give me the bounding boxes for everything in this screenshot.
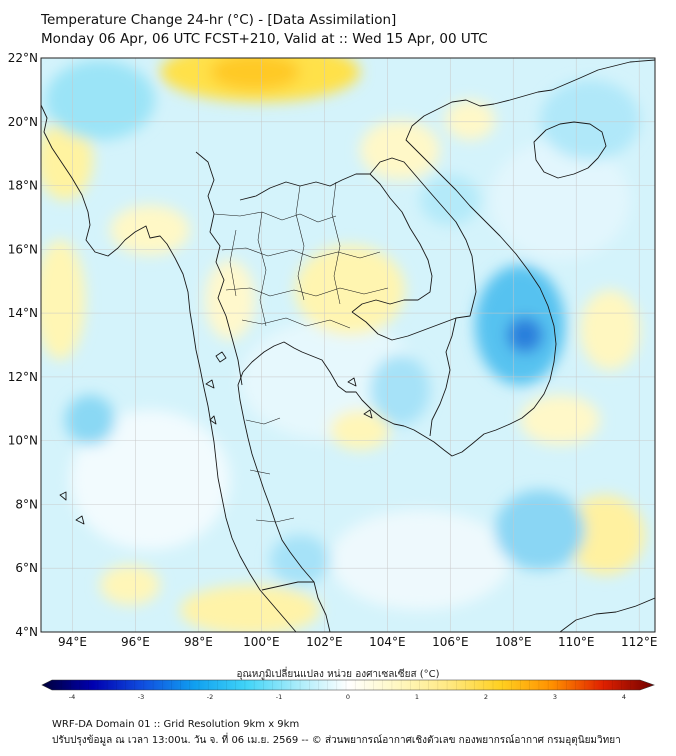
lon-tick-label: 112°E bbox=[621, 635, 658, 649]
cool-region bbox=[270, 535, 330, 585]
coastline-myanmar bbox=[41, 104, 219, 479]
colorbar-ticks: -4 -3 -2 -1 0 1 2 3 4 bbox=[69, 693, 626, 700]
lon-tick-label: 98°E bbox=[184, 635, 213, 649]
coastline-peninsula-west bbox=[217, 477, 297, 632]
lon-tick-label: 94°E bbox=[58, 635, 87, 649]
footer-model-info: WRF-DA Domain 01 :: Grid Resolution 9km … bbox=[52, 719, 300, 730]
latitude-axis: 22°N 20°N 18°N 16°N 14°N 12°N 10°N 8°N 6°N 4°N bbox=[8, 51, 38, 639]
coastline-hainan bbox=[533, 121, 607, 179]
colorbar-tick-label: -3 bbox=[138, 693, 144, 700]
field-blob bbox=[330, 510, 510, 610]
province-borders bbox=[213, 181, 389, 523]
cool-region-west bbox=[65, 395, 115, 445]
footer-credits: ปรับปรุงข้อมูล ณ เวลา 13:00น. วัน จ. ที่… bbox=[52, 735, 621, 746]
lat-tick-label: 18°N bbox=[8, 179, 38, 193]
lon-tick-label: 104°E bbox=[369, 635, 406, 649]
colorbar-tick-label: 4 bbox=[622, 693, 626, 700]
longitude-axis: 94°E 96°E 98°E 100°E 102°E 104°E 106°E 108°E 110… bbox=[58, 635, 657, 649]
cool-core-east bbox=[507, 317, 543, 353]
cool-region bbox=[540, 80, 640, 160]
warm-region bbox=[330, 410, 390, 450]
warm-region-west bbox=[41, 120, 93, 200]
lon-tick-label: 96°E bbox=[121, 635, 150, 649]
plot-frame bbox=[40, 57, 656, 633]
colorbar bbox=[41, 679, 655, 691]
warm-region-west bbox=[41, 240, 85, 360]
lon-tick-label: 106°E bbox=[432, 635, 469, 649]
warm-region bbox=[100, 565, 160, 605]
colorbar-tick-label: 0 bbox=[346, 693, 350, 700]
lat-tick-label: 16°N bbox=[8, 242, 38, 256]
temperature-field bbox=[41, 58, 655, 632]
border-myanmar-thailand bbox=[195, 151, 243, 386]
chart-subtitle: Monday 06 Apr, 06 UTC FCST+210, Valid at… bbox=[41, 31, 488, 47]
colorbar-label: อุณหภูมิเปลี่ยนแปลง หน่วย องศาเซลเซียส (… bbox=[236, 669, 440, 680]
lat-tick-label: 4°N bbox=[15, 625, 38, 639]
warm-region bbox=[110, 205, 190, 255]
field-blob bbox=[240, 320, 420, 440]
warm-region-south bbox=[180, 585, 320, 632]
colorbar-tick-label: -4 bbox=[69, 693, 75, 700]
lat-tick-label: 14°N bbox=[8, 306, 38, 320]
border-thailand-laos bbox=[239, 173, 433, 313]
field-blob bbox=[70, 410, 230, 550]
border-thailand-malaysia bbox=[261, 581, 314, 591]
lon-tick-label: 110°E bbox=[558, 635, 595, 649]
cool-region-northwest bbox=[45, 60, 155, 140]
warm-region bbox=[205, 260, 255, 340]
colorbar-gradient bbox=[41, 679, 655, 691]
lat-tick-label: 12°N bbox=[8, 370, 38, 384]
island bbox=[59, 351, 373, 525]
coastline-borneo bbox=[559, 597, 655, 632]
colorbar-tick-label: 1 bbox=[415, 693, 419, 700]
border-cambodia bbox=[351, 291, 477, 341]
temperature-map: 22°N 20°N 18°N 16°N 14°N 12°N 10°N 8°N 6°N 4°N 94… bbox=[8, 51, 658, 700]
lat-tick-label: 22°N bbox=[8, 51, 38, 65]
border-laos-vietnam bbox=[369, 157, 477, 293]
coastline-peninsula-east bbox=[237, 341, 405, 632]
lat-tick-label: 6°N bbox=[15, 561, 38, 575]
warm-region-central bbox=[295, 245, 405, 335]
lat-tick-label: 20°N bbox=[8, 115, 38, 129]
lon-tick-label: 100°E bbox=[243, 635, 280, 649]
lat-tick-label: 8°N bbox=[15, 497, 38, 511]
warm-region-southeast bbox=[565, 495, 645, 575]
border-cambodia-vietnam bbox=[429, 317, 457, 437]
warm-core-north bbox=[210, 58, 300, 90]
cool-region bbox=[370, 355, 430, 425]
colorbar-tick-label: 3 bbox=[553, 693, 557, 700]
lon-tick-label: 108°E bbox=[495, 635, 532, 649]
field-blob bbox=[490, 140, 630, 260]
colorbar-tick-label: 2 bbox=[484, 693, 488, 700]
chart-title: Temperature Change 24-hr (°C) - [Data As… bbox=[41, 12, 397, 28]
warm-region bbox=[360, 120, 440, 180]
cool-region-southeast bbox=[495, 490, 585, 570]
gridlines bbox=[41, 58, 655, 632]
lon-tick-label: 102°E bbox=[306, 635, 343, 649]
coastline-indochina-south bbox=[403, 59, 655, 457]
warm-region bbox=[580, 290, 640, 370]
lat-tick-label: 10°N bbox=[8, 434, 38, 448]
colorbar-tick-label: -2 bbox=[207, 693, 213, 700]
colorbar-tick-label: -1 bbox=[276, 693, 282, 700]
warm-region bbox=[445, 100, 495, 140]
coastlines-and-borders bbox=[41, 59, 655, 632]
warm-region bbox=[520, 395, 600, 445]
